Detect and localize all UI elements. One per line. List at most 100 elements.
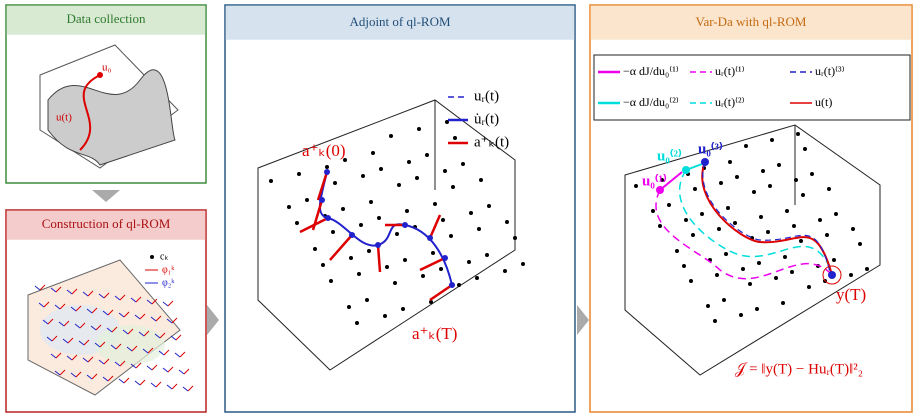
dot xyxy=(467,260,471,264)
point xyxy=(828,271,836,279)
label: u₀ xyxy=(102,62,112,74)
panel-title: Data collection xyxy=(66,11,146,26)
dot xyxy=(393,281,397,285)
dot xyxy=(479,178,483,182)
dot xyxy=(297,172,301,176)
dot xyxy=(357,272,361,276)
dot xyxy=(851,227,855,231)
panel-title: Var-Da with ql-ROM xyxy=(696,14,807,29)
dot xyxy=(513,236,517,240)
legend-label: φ₁ᵏ xyxy=(162,264,175,275)
dot xyxy=(485,253,489,257)
dot xyxy=(796,132,800,136)
dot xyxy=(453,136,457,140)
dot xyxy=(759,215,763,219)
dot xyxy=(415,176,419,180)
dot xyxy=(744,144,748,148)
dot xyxy=(752,190,756,194)
dot xyxy=(691,233,695,237)
label: u₀⁽¹⁾ xyxy=(642,173,667,189)
dot xyxy=(783,255,787,259)
dot xyxy=(505,220,509,224)
label: u₀⁽²⁾ xyxy=(657,148,682,164)
dot xyxy=(401,307,405,311)
dot xyxy=(755,307,759,311)
dot xyxy=(803,147,807,151)
dot xyxy=(790,270,794,274)
point xyxy=(682,166,690,174)
dot xyxy=(684,218,688,222)
legend-label: φ₂ᵏ xyxy=(162,277,175,288)
dot xyxy=(331,230,335,234)
arrow xyxy=(207,305,219,335)
dot xyxy=(329,279,333,283)
dot xyxy=(389,134,393,138)
label: a⁺ₖ(T) xyxy=(412,324,457,343)
dot xyxy=(651,209,655,213)
dot xyxy=(715,273,719,277)
dot xyxy=(441,218,445,222)
dot xyxy=(461,162,465,166)
dot xyxy=(371,151,375,155)
dot xyxy=(287,205,291,209)
dot xyxy=(407,160,411,164)
dot xyxy=(774,276,778,280)
dot xyxy=(431,251,435,255)
dot xyxy=(634,184,638,188)
dot xyxy=(475,276,479,280)
dot xyxy=(395,232,399,236)
dot xyxy=(341,207,345,211)
dot xyxy=(700,212,704,216)
panel-title: Construction of ql-ROM xyxy=(42,216,171,231)
dot xyxy=(682,264,686,268)
dot xyxy=(325,165,329,169)
dot xyxy=(477,227,481,231)
dot xyxy=(365,298,369,302)
dot xyxy=(825,233,829,237)
dot xyxy=(748,282,752,286)
dot xyxy=(367,249,371,253)
dot xyxy=(724,252,728,256)
point xyxy=(449,282,455,288)
dot xyxy=(355,321,359,325)
dot xyxy=(403,258,407,262)
point xyxy=(701,158,709,166)
dot xyxy=(818,218,822,222)
point xyxy=(427,235,433,241)
label: a⁺ₖ(0) xyxy=(302,141,346,160)
dot xyxy=(269,179,273,183)
dot xyxy=(801,193,805,197)
label: u₀⁽³⁾ xyxy=(698,141,723,157)
dot xyxy=(417,127,421,131)
dot xyxy=(397,183,401,187)
point xyxy=(349,232,355,238)
dot xyxy=(421,274,425,278)
dot xyxy=(487,204,491,208)
panel-title: Adjoint of ql-ROM xyxy=(349,14,451,29)
arrow xyxy=(577,305,589,335)
legend-label: u̇ᵣ(t) xyxy=(474,111,499,127)
dot xyxy=(439,267,443,271)
dot xyxy=(741,267,745,271)
dot xyxy=(295,221,299,225)
legend-label: cₖ xyxy=(160,251,169,262)
dot xyxy=(333,181,337,185)
dot xyxy=(359,223,363,227)
label: u(t) xyxy=(56,112,72,124)
dot xyxy=(781,301,785,305)
point xyxy=(402,222,408,228)
dot xyxy=(719,181,723,185)
dot xyxy=(433,202,437,206)
dot xyxy=(305,198,309,202)
legend-label: a⁺ₖ(t) xyxy=(474,134,509,150)
dot xyxy=(347,305,351,309)
dot xyxy=(377,216,381,220)
point xyxy=(442,255,448,261)
dot xyxy=(717,227,721,231)
dot xyxy=(770,138,774,142)
dot xyxy=(722,298,726,302)
dot xyxy=(728,160,732,164)
dot xyxy=(693,187,697,191)
dot xyxy=(739,313,743,317)
dot xyxy=(689,279,693,283)
